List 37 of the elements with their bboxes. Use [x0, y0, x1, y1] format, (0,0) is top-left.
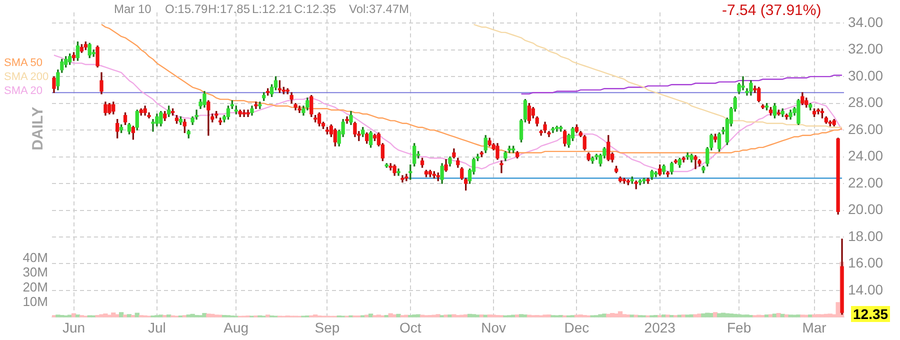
annotation: Mar 10 [114, 2, 152, 16]
x-tick-label: Jun [62, 319, 86, 336]
annotation: Vol:37.47M [349, 2, 410, 16]
x-tick-label: 2023 [644, 319, 676, 336]
y-tick-label: 28.00 [848, 94, 884, 110]
y-tick-label: 34.00 [848, 14, 884, 30]
x-tick-label: Jul [148, 319, 166, 336]
x-tick-label: Sep [314, 319, 340, 336]
y2-tick-label: 40M [22, 250, 48, 265]
text: SMA 50 [4, 56, 44, 70]
annotation: L:12.21 [252, 2, 292, 16]
x-tick-label: Dec [564, 319, 590, 336]
y-tick-label: 20.00 [848, 201, 884, 218]
y2-tick-label: 20M [22, 279, 48, 294]
y-tick-label: 26.00 [848, 120, 884, 137]
x-tick-label: Mar [802, 319, 827, 336]
text: SMA 20 [4, 84, 44, 98]
x-tick-label: Oct [399, 319, 422, 336]
text: DAILY [29, 106, 46, 150]
y-tick-label: 18.00 [848, 228, 884, 244]
y2-tick-label: 10M [22, 294, 48, 310]
annotation: -7.54 (37.91%) [722, 2, 822, 19]
annotation: O:15.79 [165, 2, 208, 16]
y-tick-label: 30.00 [848, 67, 884, 84]
y-tick-label: 24.00 [848, 148, 884, 164]
x-tick-label: Nov [481, 319, 506, 336]
x-tick-label: Aug [224, 319, 249, 336]
text: 12.35 [851, 306, 890, 322]
text: SMA 200 [4, 70, 49, 84]
y-tick-label: 16.00 [848, 254, 884, 271]
y-tick-label: 32.00 [848, 40, 884, 57]
y2-tick-label: 30M [22, 264, 48, 280]
annotation: C:12.35 [294, 2, 336, 16]
y-tick-label: 14.00 [848, 281, 884, 298]
x-tick-label: Feb [726, 319, 752, 336]
annotation: H:17.85 [208, 2, 250, 16]
y-tick-label: 22.00 [848, 174, 884, 190]
